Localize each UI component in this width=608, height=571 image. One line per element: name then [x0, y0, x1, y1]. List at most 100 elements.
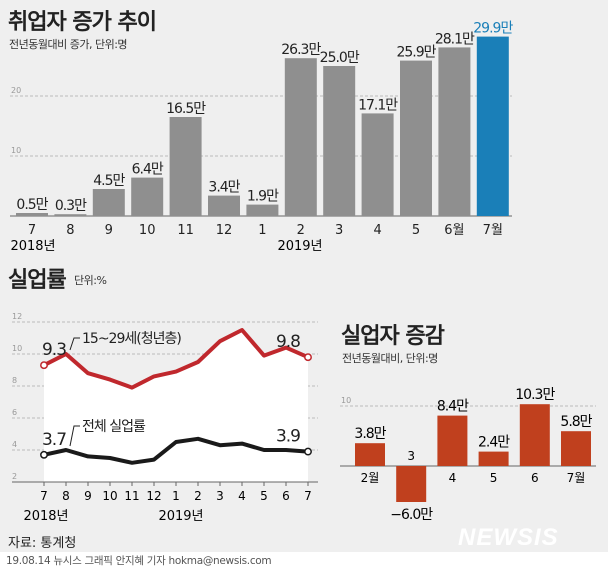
- x-tick-label: 3: [407, 449, 415, 463]
- x-tick-label: 4: [373, 223, 381, 238]
- x-tick-label: 9: [105, 223, 113, 238]
- x-tick-label: 2: [297, 223, 305, 238]
- y-tick-label: 20: [11, 86, 21, 95]
- x-tick-label: 11: [177, 223, 194, 238]
- data-label: 25.0만: [320, 50, 360, 66]
- newsis-logo: NEWSIS: [458, 524, 559, 551]
- data-label: 10.3만: [515, 387, 555, 403]
- bar: [16, 213, 48, 216]
- x-tick-label: 2월: [361, 471, 380, 485]
- data-label: 3.8만: [354, 426, 386, 442]
- employment-chart-title: 취업자 증가 추이: [8, 10, 157, 35]
- x-tick-label: 10: [102, 489, 117, 503]
- x-tick-label: 7: [304, 489, 312, 503]
- bar: [400, 60, 432, 216]
- unemployed-change-title: 실업자 증감: [341, 324, 445, 349]
- bar: [131, 177, 164, 216]
- legend-leader: [69, 337, 80, 351]
- point-label: 3.7: [42, 430, 66, 450]
- x-tick-label: 4: [449, 471, 457, 485]
- bar: [54, 214, 87, 216]
- end-point: [40, 450, 48, 459]
- y-tick-label: 2: [12, 472, 17, 481]
- y-tick-label: 12: [12, 312, 22, 321]
- data-label: 0.5만: [16, 197, 48, 213]
- series-name-label: 15~29세(청년층): [82, 331, 181, 347]
- end-point: [40, 361, 48, 370]
- data-label: 5.8만: [560, 414, 592, 430]
- x-tick-label: 12: [146, 489, 161, 503]
- x-tick-label: 1: [172, 489, 180, 503]
- footer-credit: 19.08.14 뉴시스 그래픽 안지혜 기자 hokma@newsis.com: [0, 552, 608, 571]
- data-label: 29.9만: [473, 21, 513, 37]
- year-label: 2019년: [158, 509, 203, 524]
- series-line: [43, 436, 309, 465]
- source-label: 자료: 통계청: [8, 536, 77, 551]
- data-label: 6.4만: [132, 162, 164, 178]
- bar: [437, 415, 468, 466]
- y-tick-label: 4: [12, 440, 17, 449]
- x-tick-label: 8: [66, 223, 74, 238]
- bar: [355, 443, 385, 466]
- bar: [438, 47, 471, 217]
- data-label: 2.4만: [478, 435, 510, 451]
- end-point: [304, 447, 312, 456]
- bar: [92, 189, 125, 216]
- data-label: 26.3만: [281, 42, 321, 58]
- point-label: 3.9: [276, 427, 300, 447]
- unemployment-rate-title: 실업률: [8, 268, 67, 293]
- x-tick-label: 7: [40, 489, 48, 503]
- bar: [323, 66, 356, 216]
- legend-leader: [69, 425, 80, 447]
- data-label: 25.9만: [396, 45, 436, 61]
- x-tick-label: 4: [238, 489, 246, 503]
- data-label: 4.5만: [93, 173, 125, 189]
- x-tick-label: 3: [335, 223, 343, 238]
- bar: [478, 451, 509, 466]
- x-tick-label: 5: [260, 489, 268, 503]
- x-tick-label: 1: [258, 223, 266, 238]
- bar: [284, 58, 317, 217]
- data-label: 0.3만: [55, 198, 87, 214]
- x-tick-label: 2: [194, 489, 202, 503]
- bar: [476, 36, 509, 216]
- point-label: 9.8: [276, 332, 300, 352]
- bar: [208, 195, 240, 216]
- data-label: 8.4만: [437, 399, 469, 415]
- x-tick-label: 7월: [567, 471, 586, 485]
- x-tick-label: 5: [412, 223, 420, 238]
- employment-chart-subtitle: 전년동월대비 증가, 단위:명: [9, 38, 128, 51]
- unemployed-change-subtitle: 전년동월대비, 단위:명: [342, 352, 438, 365]
- x-tick-label: 8: [62, 489, 70, 503]
- x-tick-label: 10: [139, 223, 156, 238]
- y-tick-label: 10: [11, 146, 21, 155]
- data-label: 17.1만: [358, 97, 398, 113]
- bar: [169, 117, 202, 216]
- year-label: 2018년: [23, 509, 68, 524]
- bar: [246, 204, 279, 216]
- x-tick-label: 6월: [444, 223, 464, 238]
- bar: [396, 466, 427, 502]
- bar: [519, 404, 550, 466]
- series-name-label: 전체 실업률: [82, 419, 146, 435]
- point-label: 9.3: [42, 340, 66, 360]
- data-label: 28.1만: [435, 31, 475, 47]
- y-tick-label: 8: [12, 376, 17, 385]
- x-tick-label: 5: [490, 471, 498, 485]
- x-tick-label: 12: [216, 223, 233, 238]
- bar: [361, 113, 394, 216]
- data-label: 16.5만: [166, 101, 206, 117]
- year-label: 2018년: [10, 239, 55, 254]
- x-tick-label: 6: [282, 489, 290, 503]
- series-line: [43, 328, 309, 390]
- year-label: 2019년: [277, 239, 322, 254]
- data-label: 1.9만: [247, 189, 279, 205]
- unemployment-rate-unit: 단위:%: [74, 274, 107, 287]
- x-tick-label: 11: [124, 489, 139, 503]
- end-point: [304, 353, 312, 362]
- y-tick-label: 6: [12, 408, 17, 417]
- x-tick-label: 3: [216, 489, 224, 503]
- x-tick-label: 7월: [483, 223, 503, 238]
